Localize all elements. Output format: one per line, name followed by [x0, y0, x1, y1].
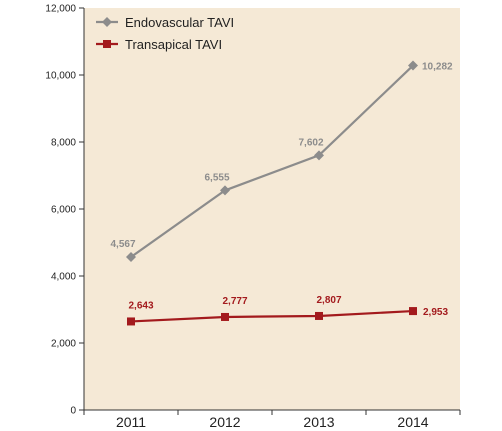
data-label: 10,282 [422, 62, 453, 73]
legend: Endovascular TAVI Transapical TAVI [96, 15, 234, 52]
data-point [409, 307, 417, 316]
data-point [220, 185, 230, 196]
data-point [127, 317, 135, 326]
series-endovascular: 4,567 6,555 7,602 10,282 [110, 60, 453, 263]
x-tick-label: 2014 [397, 414, 428, 430]
data-label: 7,602 [298, 137, 323, 148]
y-tick-label: 12,000 [45, 4, 76, 15]
y-tick-label: 6,000 [51, 205, 76, 216]
data-label: 4,567 [110, 239, 135, 250]
legend-label: Transapical TAVI [125, 37, 222, 52]
legend-label: Endovascular TAVI [125, 15, 234, 30]
data-point [315, 311, 323, 320]
data-point [314, 150, 324, 161]
plot-area [84, 8, 460, 410]
data-label: 2,643 [128, 300, 153, 311]
series-transapical: 2,643 2,777 2,807 2,953 [127, 295, 448, 326]
y-tick-label: 4,000 [51, 272, 76, 283]
data-label: 2,777 [222, 296, 247, 307]
data-point [408, 60, 418, 71]
x-tick-label: 2013 [303, 414, 334, 430]
y-tick-label: 10,000 [45, 71, 76, 82]
x-tick-label: 2012 [209, 414, 240, 430]
data-label: 2,807 [316, 295, 341, 306]
y-tick-label: 0 [70, 406, 76, 417]
series-line [130, 309, 414, 323]
y-tick-label: 2,000 [51, 339, 76, 350]
data-point [126, 252, 136, 263]
series-line [130, 64, 414, 258]
legend-swatch-marker [102, 17, 112, 27]
legend-item: Endovascular TAVI [96, 15, 234, 30]
x-axis-ticks: 2011 2012 2013 2014 [83, 410, 461, 430]
legend-item: Transapical TAVI [96, 37, 222, 52]
data-point [221, 312, 229, 321]
series-layer: 4,567 6,555 7,602 10,282 2,643 2,777 2,807 2,95… [110, 60, 453, 326]
data-label: 2,953 [423, 307, 448, 318]
data-label: 6,555 [204, 172, 229, 183]
legend-swatch-marker [103, 40, 111, 48]
x-tick-label: 2011 [116, 414, 146, 430]
y-tick-label: 8,000 [51, 138, 76, 149]
y-axis-ticks: 0 2,000 4,000 6,000 8,000 10,000 12,000 [45, 4, 84, 417]
